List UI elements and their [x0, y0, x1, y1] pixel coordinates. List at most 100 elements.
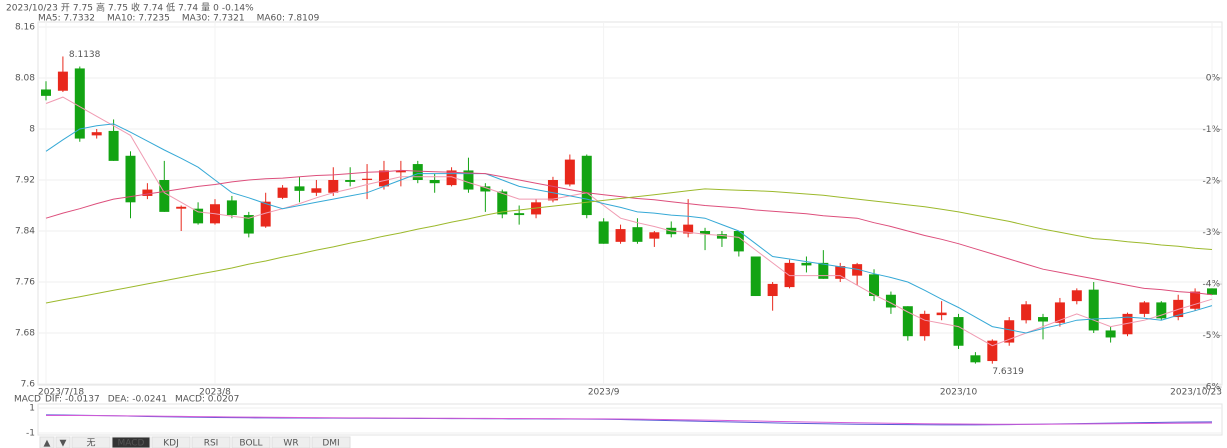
- candle-body: [835, 266, 846, 279]
- candle-body: [260, 201, 271, 227]
- tab-label[interactable]: ▲: [44, 439, 51, 448]
- ma-line: [45, 169, 1213, 296]
- candle-body: [885, 294, 896, 308]
- candle-body: [767, 283, 778, 297]
- ma-line: [45, 96, 1213, 347]
- candle-body: [328, 180, 339, 193]
- candle-body: [581, 155, 592, 216]
- tab-label[interactable]: KDJ: [163, 439, 179, 448]
- tab[interactable]: [71, 436, 111, 448]
- legend-entry: MA30: 7.7321: [182, 14, 245, 24]
- candle-body: [91, 132, 102, 136]
- tab[interactable]: [151, 436, 191, 448]
- macd-title: MACD: [14, 395, 41, 405]
- candle-body: [378, 170, 389, 187]
- y-tick-label: 7.92: [15, 176, 35, 186]
- y-tick-label: 7.76: [15, 278, 35, 288]
- macd-tick-label: 1: [29, 404, 35, 414]
- candle-body: [1004, 320, 1015, 343]
- candle-body: [1207, 288, 1217, 295]
- candle-body: [1038, 317, 1049, 322]
- candle-body: [598, 221, 609, 244]
- candle-body: [514, 213, 525, 216]
- candle-body: [125, 155, 136, 203]
- y2-tick-label: -5%: [1202, 331, 1220, 341]
- y2-tick-label: -6%: [1202, 383, 1220, 393]
- macd-legend: MACD: 0.0207: [175, 395, 239, 405]
- y-tick-label: 7.6: [21, 380, 36, 390]
- candle-body: [142, 189, 153, 196]
- x-tick-label: 2023/8: [199, 388, 231, 398]
- annotation: 8.1138: [69, 50, 101, 60]
- candle-body: [446, 170, 457, 186]
- candle-body: [750, 256, 761, 297]
- y2-tick-label: 0%: [1206, 74, 1221, 84]
- macd-frame: [37, 403, 1223, 436]
- candle-body: [852, 264, 863, 276]
- macd-legend: DEA: -0.0241: [108, 395, 167, 405]
- candle-body: [57, 71, 68, 91]
- ma-line: [45, 188, 1213, 304]
- tab[interactable]: [55, 436, 71, 448]
- annotation: 7.6319: [992, 367, 1024, 377]
- tab[interactable]: [111, 436, 151, 448]
- y2-tick-label: -1%: [1202, 125, 1220, 135]
- tab-label[interactable]: WR: [283, 439, 298, 448]
- candle-body: [108, 130, 119, 161]
- candle-body: [716, 234, 727, 239]
- candle-body: [1190, 291, 1201, 309]
- candle-body: [987, 340, 998, 362]
- ma-line: [45, 123, 1213, 334]
- tab[interactable]: [271, 436, 311, 448]
- candle-body: [497, 191, 508, 215]
- tab-label[interactable]: RSI: [204, 439, 219, 448]
- tab-label[interactable]: ▼: [60, 439, 67, 448]
- candle-body: [1122, 313, 1133, 335]
- candle-body: [412, 164, 423, 180]
- tab[interactable]: [39, 436, 55, 448]
- header-text: 收: [131, 2, 140, 14]
- header-text: 7.74: [178, 4, 198, 14]
- candle-body: [294, 186, 305, 191]
- candle-body: [970, 355, 981, 363]
- header-text: 2023/10/23: [6, 4, 58, 14]
- header-text: -0.14%: [222, 4, 254, 14]
- y2-tick-label: -3%: [1202, 228, 1220, 238]
- candle-body: [1105, 330, 1116, 338]
- tab-label[interactable]: DMI: [322, 439, 339, 448]
- candle-body: [1173, 299, 1184, 318]
- candle-body: [1088, 289, 1099, 331]
- header-text: 量: [201, 3, 210, 14]
- candle-body: [429, 180, 440, 184]
- candle-body: [159, 180, 170, 212]
- tab-label[interactable]: 无: [86, 438, 95, 448]
- candle-body: [547, 180, 558, 201]
- candle-body: [801, 262, 812, 266]
- y-tick-label: 8: [29, 125, 35, 135]
- tab[interactable]: [191, 436, 231, 448]
- candle-body: [362, 178, 373, 180]
- tab[interactable]: [311, 436, 351, 448]
- tab-label[interactable]: MACD: [118, 439, 145, 448]
- legend-entry: MA10: 7.7235: [107, 14, 170, 24]
- macd-tick-label: -1: [26, 429, 35, 439]
- tab[interactable]: [231, 436, 271, 448]
- candle-body: [649, 232, 660, 239]
- header-text: 低: [166, 2, 175, 14]
- candle-body: [733, 231, 744, 252]
- candle-body: [936, 312, 947, 316]
- candle-body: [902, 306, 913, 337]
- candle-body: [395, 170, 406, 173]
- y-tick-label: 8.16: [15, 23, 35, 33]
- header-text: 0: [213, 4, 219, 14]
- candle-body: [480, 186, 491, 192]
- candle-body: [176, 206, 187, 209]
- candle-body: [784, 262, 795, 288]
- tab-label[interactable]: BOLL: [239, 439, 262, 448]
- header-text: 高: [96, 2, 105, 14]
- legend-entry: MA5: 7.7332: [38, 14, 95, 24]
- y-tick-label: 7.84: [15, 227, 35, 237]
- x-tick-label: 2023/10: [940, 388, 978, 398]
